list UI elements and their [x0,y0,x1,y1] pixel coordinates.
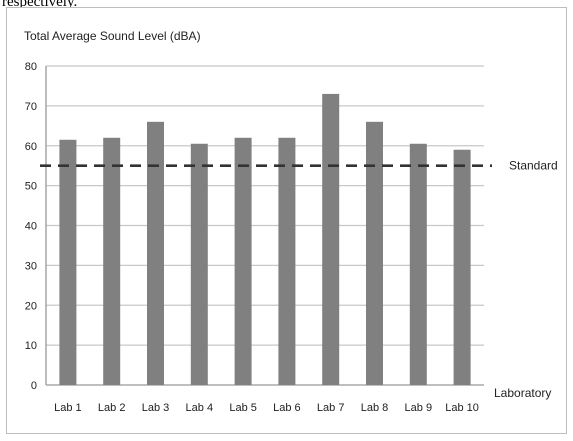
y-tick-label: 20 [25,300,37,312]
x-tick-label: Lab 1 [54,402,82,414]
x-tick-label: Lab 7 [317,402,345,414]
bar [453,149,471,385]
bar [278,137,296,385]
top-caption: respectively. [2,0,78,10]
bar [409,143,427,385]
bar [190,143,208,385]
bar [322,93,340,385]
bar [147,121,164,385]
y-tick-label: 70 [25,101,37,113]
x-tick-label: Lab 4 [186,402,214,414]
y-tick-label: 40 [25,221,37,233]
y-tick-label: 50 [25,181,37,193]
bar [103,137,121,385]
y-tick-label: 10 [25,340,37,352]
x-tick-label: Lab 3 [142,402,170,414]
chart-title: Total Average Sound Level (dBA) [24,29,201,43]
y-tick-label: 80 [25,61,37,73]
x-axis-label: Laboratory [494,386,551,400]
x-tick-label: Lab 10 [445,402,479,414]
x-tick-label: Lab 6 [273,402,301,414]
x-tick-label: Lab 5 [229,402,257,414]
bar [234,137,252,385]
reference-line-label: Standard [509,159,558,173]
x-tick-label: Lab 8 [361,402,389,414]
tick-labels: 0 10 20 30 40 50 60 70 80 Lab 1 Lab 2 Lab 3 Lab 4 Lab… [25,61,479,414]
y-tick-label: 30 [25,260,37,272]
y-tick-label: 0 [31,380,37,392]
bars [59,93,471,385]
x-tick-label: Lab 2 [98,402,126,414]
bar [59,139,77,385]
reference-line-group: Standard [40,159,558,173]
y-tick-label: 60 [25,141,37,153]
bar [366,121,383,385]
x-tick-label: Lab 9 [405,402,433,414]
